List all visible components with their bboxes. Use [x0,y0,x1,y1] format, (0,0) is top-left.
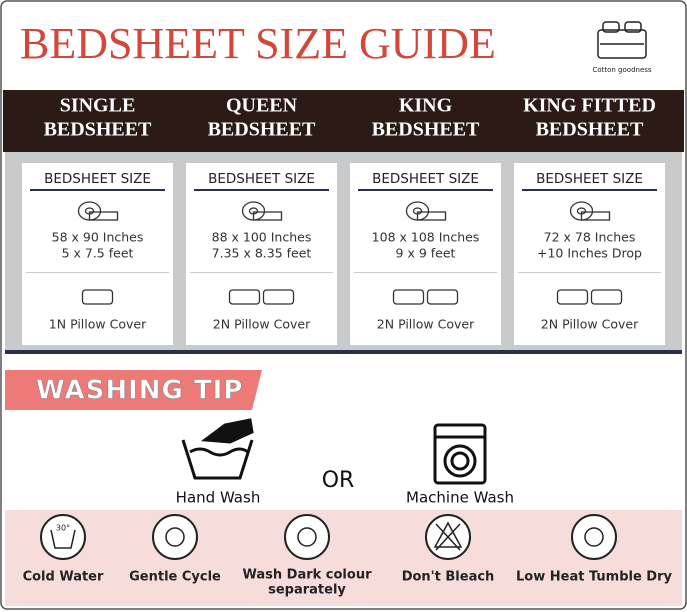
column-heading: BEDSHEET [208,119,316,141]
tape-strip [88,211,119,221]
tip-glyph [584,527,604,547]
card-divider [190,272,333,273]
size-text: 58 x 90 Inches [52,230,144,245]
tip-label: Cold Water [23,570,104,585]
card-rule [194,189,329,191]
pillow-text: 2N Pillow Cover [213,317,311,332]
size-text: 9 x 9 feet [396,246,456,261]
column-heading: QUEEN [226,95,298,117]
tape-strip [252,211,283,221]
tip-label: Low Heat Tumble Dry [516,570,673,585]
column-heading: BEDSHEET [372,119,480,141]
size-text: 72 x 78 Inches [544,230,636,245]
pillow-icon [556,289,589,305]
column-heading: KING [399,95,453,117]
no-bleach [433,521,463,551]
machine-wash-icon [433,423,487,485]
title: BEDSHEET SIZE GUIDE [20,19,496,68]
hand-wash-label: Hand Wash [176,489,261,507]
pillow-text: 2N Pillow Cover [377,317,475,332]
column-heading: BEDSHEET [536,119,644,141]
tip-icon [40,514,86,560]
pillow-icon [228,289,261,305]
hand-wash-icon [181,418,254,480]
tip-label: Don't Bleach [402,570,495,585]
tape-icon [405,201,447,221]
column-heading: SINGLE [60,95,136,117]
tip-temp: 30° [56,524,70,533]
tip-icon [571,514,617,560]
column-heading: BEDSHEET [44,119,152,141]
size-text: 5 x 7.5 feet [62,246,134,261]
pillow-text: 1N Pillow Cover [49,317,147,332]
pillow-icon [590,289,623,305]
size-text: 88 x 100 Inches [212,230,312,245]
pillow-icon [426,289,459,305]
size-card [350,163,501,345]
card-rule [358,189,493,191]
card-rule [522,189,657,191]
heading-band [3,90,684,152]
or-label: OR [322,468,355,493]
card-label: BEDSHEET SIZE [208,171,315,187]
machine-wash-label: Machine Wash [406,489,514,507]
size-text: 7.35 x 8.35 feet [212,246,312,261]
tip-glyph [165,527,185,547]
tape-strip [416,211,447,221]
size-card [186,163,337,345]
tub [50,529,76,549]
brand: Cotton goodness [592,66,651,74]
card-label: BEDSHEET SIZE [44,171,151,187]
size-card [22,163,173,345]
tip-glyph [297,527,317,547]
size-card [514,163,665,345]
card-divider [354,272,497,273]
washing-title: WASHING TIP [36,376,243,406]
pillow-icon [262,289,295,305]
tip-icon [152,514,198,560]
tip-icon [284,514,330,560]
tape-icon [241,201,283,221]
pillow-text: 2N Pillow Cover [541,317,639,332]
size-text: +10 Inches Drop [537,246,642,261]
card-divider [518,272,661,273]
logo [597,21,647,59]
tip-label: separately [268,583,346,598]
tape-icon [77,201,119,221]
column-heading: KING FITTED [523,95,656,117]
pillow-icon [81,289,114,305]
size-text: 108 x 108 Inches [372,230,480,245]
tape-icon [569,201,611,221]
card-divider [26,272,169,273]
card-rule [30,189,165,191]
tip-label: Wash Dark colour [242,568,372,583]
card-label: BEDSHEET SIZE [536,171,643,187]
pillow-icon [392,289,425,305]
tape-strip [580,211,611,221]
washing-banner [5,370,262,410]
panel-edge [5,350,682,354]
card-label: BEDSHEET SIZE [372,171,479,187]
tip-label: Gentle Cycle [129,570,221,585]
tips-band [5,510,682,606]
